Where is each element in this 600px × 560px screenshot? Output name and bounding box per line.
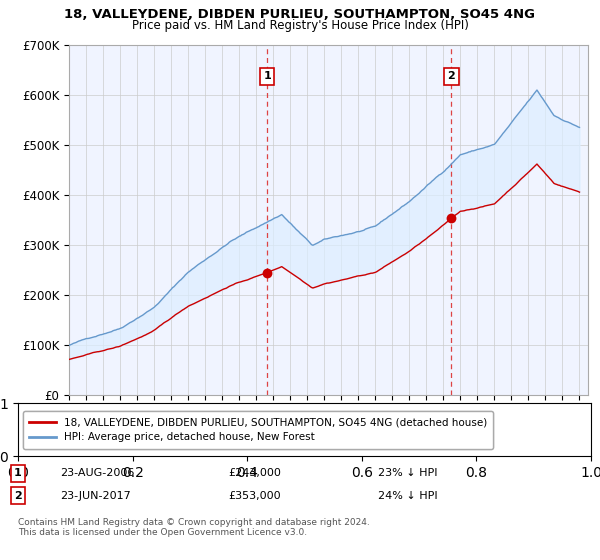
Text: 1: 1 xyxy=(14,468,22,478)
Text: £353,000: £353,000 xyxy=(228,491,281,501)
Text: 23-AUG-2006: 23-AUG-2006 xyxy=(60,468,134,478)
Text: 2: 2 xyxy=(448,71,455,81)
Text: 23% ↓ HPI: 23% ↓ HPI xyxy=(378,468,437,478)
Point xyxy=(446,214,456,223)
Text: 1: 1 xyxy=(263,71,271,81)
Text: 24% ↓ HPI: 24% ↓ HPI xyxy=(378,491,437,501)
Text: 2: 2 xyxy=(14,491,22,501)
Legend: 18, VALLEYDENE, DIBDEN PURLIEU, SOUTHAMPTON, SO45 4NG (detached house), HPI: Ave: 18, VALLEYDENE, DIBDEN PURLIEU, SOUTHAMP… xyxy=(23,411,493,449)
Text: Contains HM Land Registry data © Crown copyright and database right 2024.
This d: Contains HM Land Registry data © Crown c… xyxy=(18,518,370,538)
Text: £243,000: £243,000 xyxy=(228,468,281,478)
Text: Price paid vs. HM Land Registry's House Price Index (HPI): Price paid vs. HM Land Registry's House … xyxy=(131,19,469,32)
Point xyxy=(262,269,272,278)
Text: 18, VALLEYDENE, DIBDEN PURLIEU, SOUTHAMPTON, SO45 4NG: 18, VALLEYDENE, DIBDEN PURLIEU, SOUTHAMP… xyxy=(65,8,536,21)
Text: 23-JUN-2017: 23-JUN-2017 xyxy=(60,491,131,501)
